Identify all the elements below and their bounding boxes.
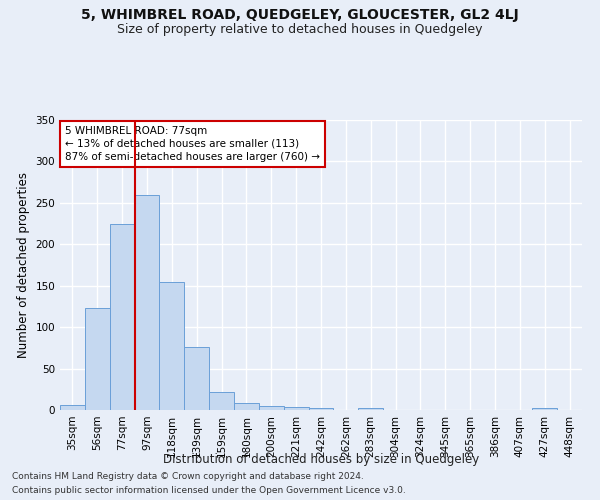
Text: Contains public sector information licensed under the Open Government Licence v3: Contains public sector information licen… — [12, 486, 406, 495]
Text: Size of property relative to detached houses in Quedgeley: Size of property relative to detached ho… — [117, 22, 483, 36]
Bar — [358, 408, 383, 410]
Bar — [284, 406, 308, 410]
Bar — [209, 392, 234, 410]
Y-axis label: Number of detached properties: Number of detached properties — [17, 172, 30, 358]
Text: Distribution of detached houses by size in Quedgeley: Distribution of detached houses by size … — [163, 452, 479, 466]
Text: 5, WHIMBREL ROAD, QUEDGELEY, GLOUCESTER, GL2 4LJ: 5, WHIMBREL ROAD, QUEDGELEY, GLOUCESTER,… — [81, 8, 519, 22]
Text: 5 WHIMBREL ROAD: 77sqm
← 13% of detached houses are smaller (113)
87% of semi-de: 5 WHIMBREL ROAD: 77sqm ← 13% of detached… — [65, 126, 320, 162]
Bar — [110, 224, 134, 410]
Bar — [85, 308, 110, 410]
Text: Contains HM Land Registry data © Crown copyright and database right 2024.: Contains HM Land Registry data © Crown c… — [12, 472, 364, 481]
Bar — [308, 408, 334, 410]
Bar — [60, 405, 85, 410]
Bar — [532, 408, 557, 410]
Bar — [160, 282, 184, 410]
Bar — [234, 402, 259, 410]
Bar — [134, 194, 160, 410]
Bar — [259, 406, 284, 410]
Bar — [184, 347, 209, 410]
